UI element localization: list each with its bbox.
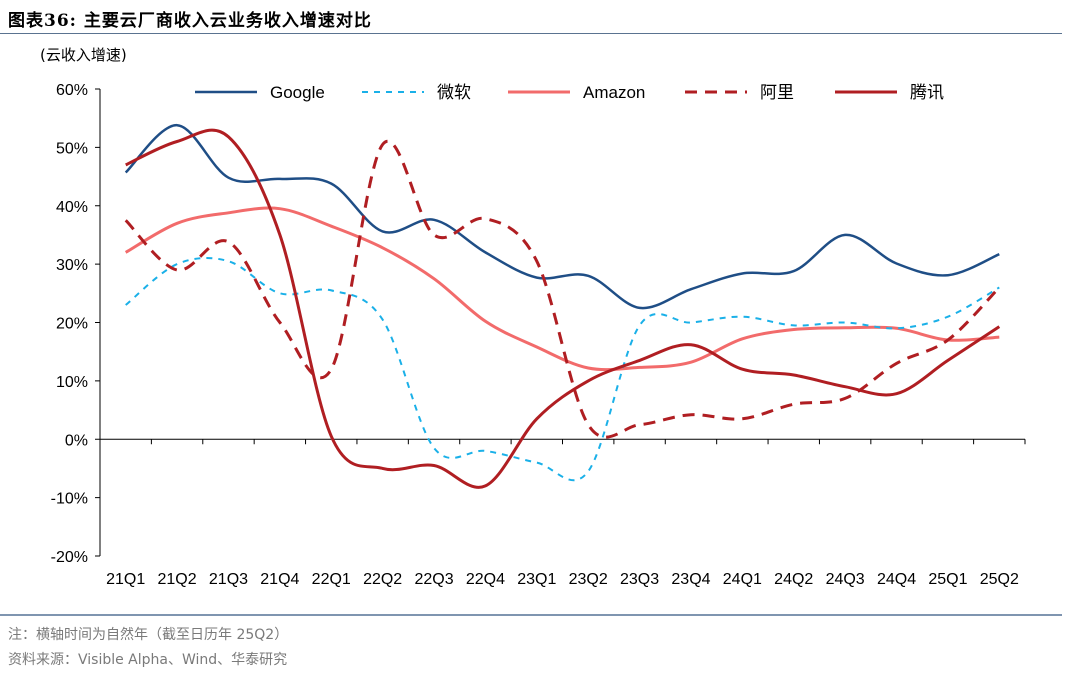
axes: 60% 50% 40% 30% 20% 10% 0% -10% -20% 21Q1 21Q2 21Q3… (51, 82, 1026, 588)
y-tick-label: -20% (51, 549, 88, 566)
x-tick-label: 25Q2 (980, 571, 1019, 588)
x-tick-label: 22Q1 (312, 571, 351, 588)
x-tick-label: 21Q2 (158, 571, 197, 588)
x-tick-label: 22Q3 (414, 571, 453, 588)
series-layer (124, 123, 1001, 489)
y-axis-label: (云收入增速) (40, 46, 127, 64)
series-line-3 (124, 139, 1001, 439)
legend-label-0: Google (270, 83, 325, 102)
series-line-4 (125, 128, 1001, 489)
y-tick-label: 0% (65, 432, 88, 449)
x-tick-label: 24Q1 (723, 571, 762, 588)
legend-label-3: 阿里 (760, 83, 794, 102)
page-title: 图表36: 主要云厂商收入云业务收入增速对比 (8, 11, 372, 31)
title-divider (0, 33, 1062, 34)
y-tick-label: -10% (51, 491, 88, 508)
x-tick-label: 22Q4 (466, 571, 505, 588)
footer-divider (0, 614, 1062, 616)
legend-label-2: Amazon (583, 83, 645, 102)
x-tick-label: 23Q4 (671, 571, 710, 588)
footnote: 注：横轴时间为自然年（截至日历年 25Q2） (8, 627, 289, 643)
x-tick-label: 24Q3 (826, 571, 865, 588)
series-line-0 (124, 123, 1000, 310)
y-tick-label: 10% (56, 374, 88, 391)
x-tick-label: 22Q2 (363, 571, 402, 588)
x-tick-label: 21Q1 (106, 571, 145, 588)
y-tick-label: 30% (56, 257, 88, 274)
x-tick-label: 23Q1 (517, 571, 556, 588)
x-tick-label: 23Q2 (569, 571, 608, 588)
source-line: 资料来源：Visible Alpha、Wind、华泰研究 (8, 652, 288, 668)
y-tick-label: 40% (56, 199, 88, 216)
series-line-1 (125, 257, 1000, 482)
x-tick-label: 21Q4 (260, 571, 299, 588)
x-tick-label: 23Q3 (620, 571, 659, 588)
series-line-2 (124, 206, 1000, 372)
y-tick-label: 50% (56, 140, 88, 157)
y-tick-label: 20% (56, 316, 88, 333)
x-tick-label: 24Q2 (774, 571, 813, 588)
legend: Google 微软 Amazon 阿里 腾讯 (195, 83, 944, 102)
legend-label-4: 腾讯 (910, 83, 944, 102)
y-tick-label: 60% (56, 82, 88, 99)
legend-label-1: 微软 (437, 83, 471, 102)
x-tick-label: 25Q1 (928, 571, 967, 588)
x-tick-label: 21Q3 (209, 571, 248, 588)
line-chart: (云收入增速) 60% 50% 40% 30% 20% 10% 0% -10% -20% 21Q1… (40, 46, 1026, 588)
x-tick-label: 24Q4 (877, 571, 916, 588)
